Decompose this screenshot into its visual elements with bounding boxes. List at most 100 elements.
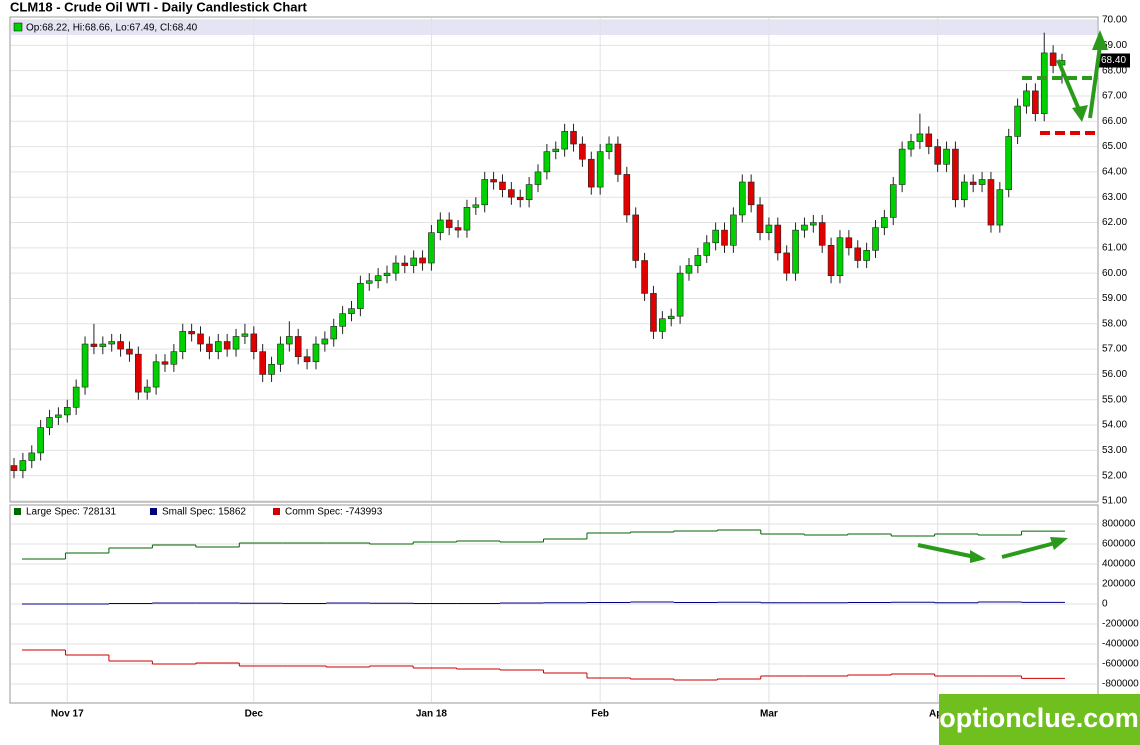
candle-body [410,257,417,266]
candle-body [952,148,959,201]
candle-body [46,417,53,428]
watermark: optionclue.com [939,703,1139,733]
legend-swatch [14,508,21,515]
last-price-box [1099,53,1130,68]
y-tick-label: 0 [1102,599,1108,610]
candle-body [259,351,266,375]
candle-body [818,222,826,246]
candle-body [552,148,560,152]
candle-body [863,250,870,261]
candle-body [614,143,622,175]
candle-body [152,361,160,388]
candle-body [605,143,613,152]
candle-body [907,141,915,150]
candle-body [108,341,115,345]
candle-body [650,293,657,332]
candle-body [286,336,293,345]
candle-body [250,333,258,352]
candle-body [961,181,968,201]
y-tick-label: 58.00 [1102,318,1127,329]
y-tick-label: 400000 [1102,559,1136,570]
candle-body [463,207,471,231]
arrowhead [1072,105,1088,122]
candle-body [223,341,231,350]
candle-body [792,229,799,274]
y-tick-label: 51.00 [1102,496,1127,507]
y-tick-label: 63.00 [1102,192,1127,203]
watermark-box [939,694,1140,745]
y-tick-label: 200000 [1102,579,1136,590]
candle-body [845,237,853,249]
legend-label: Large Spec: 728131 [26,507,117,518]
y-tick-label: 52.00 [1102,470,1127,481]
candle-body [99,343,107,347]
candle-body [72,386,80,408]
y-tick-label: -200000 [1102,619,1139,630]
legend-text: Op:68.22, Hi:68.66, Lo:67.49, Cl:68.40 [26,23,198,34]
candle-body [587,158,595,188]
candle-body [685,265,693,274]
candle-body [28,452,36,461]
candle-body [543,151,551,173]
candle-body [10,465,18,471]
candle-body [659,318,666,332]
y-tick-label: 53.00 [1102,445,1127,456]
candle-body [632,214,639,261]
x-tick-label: Mar [760,709,778,720]
candle-body [854,247,862,261]
candle-body [143,386,151,393]
candle-body [419,257,426,264]
candle-body [1049,52,1057,66]
y-tick-label: 68.00 [1102,65,1127,76]
candle-body [437,219,444,233]
y-tick-label: 62.00 [1102,217,1127,228]
candle-body [765,224,773,233]
y-tick-label: 60.00 [1102,268,1127,279]
candle-body [1005,136,1013,190]
candle-body [312,343,320,363]
candle-body [756,204,764,233]
annotations [917,30,1108,563]
y-tick-label: 70.00 [1102,15,1127,26]
candle-body [872,227,879,251]
x-tick-label: Dec [245,709,264,720]
candle-body [428,232,435,264]
candle-body [339,313,346,327]
candle-body [126,348,133,355]
candle-body [801,224,808,231]
cot-panel [9,504,1099,704]
candle-body [712,229,719,244]
y-tick-label: 61.00 [1102,242,1127,253]
candle-body [37,427,44,454]
candle-body [214,341,222,352]
y-tick-label: -400000 [1102,639,1139,650]
candle-body [117,341,124,350]
candle-body [206,343,213,352]
candle-body [277,343,284,365]
candle-body [969,181,977,185]
legend-swatch [13,22,23,32]
x-tick-label: Apr [929,709,946,720]
price-panel [9,16,1099,503]
y-tick-label: 54.00 [1102,420,1127,431]
candle-body [135,353,142,393]
candle-body [268,363,275,375]
candle-body [934,146,941,165]
arrow-up [1088,45,1102,119]
y-tick-label: 56.00 [1102,369,1127,380]
candle-body [534,171,542,185]
candle-body [55,414,62,418]
candle-body [63,407,71,416]
candle-body [730,214,737,246]
candle-body [738,181,746,216]
candle-body [481,179,489,206]
candle-body [570,131,577,145]
candle-body [365,280,373,284]
candle-body [197,333,204,345]
y-tick-label: -600000 [1102,659,1139,670]
candle-body [357,282,364,309]
legend-label: Comm Spec: -743993 [285,507,383,518]
y-tick-label: 57.00 [1102,344,1127,355]
candle-body [161,361,169,365]
